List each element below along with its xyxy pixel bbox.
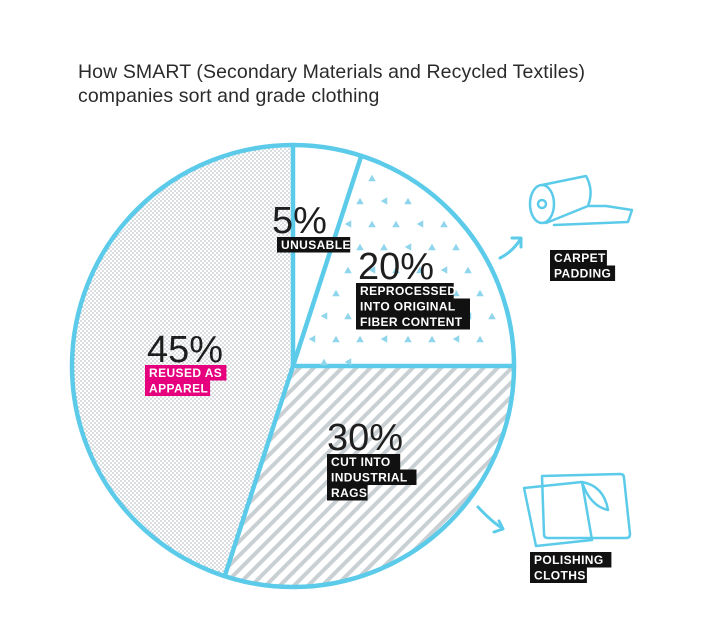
cloth-fold bbox=[580, 480, 610, 512]
category-label-20-percent-bg bbox=[356, 298, 470, 314]
output-label-1-text: POLISHING bbox=[534, 553, 604, 567]
triangle-texture-mark bbox=[440, 266, 448, 274]
triangle-texture-mark bbox=[368, 174, 376, 182]
percent-label-45-percent: 45% bbox=[147, 329, 223, 371]
category-label-20-percent-bg bbox=[356, 314, 470, 330]
cloth-back bbox=[540, 472, 632, 540]
triangle-texture-mark bbox=[488, 312, 496, 320]
triangle-texture-mark bbox=[356, 335, 364, 343]
triangle-texture-mark bbox=[380, 335, 388, 343]
folded-cloth-icon bbox=[522, 472, 632, 548]
category-label-45-percent-bg bbox=[145, 365, 227, 381]
triangle-texture-mark bbox=[380, 197, 388, 205]
category-label-30-percent-bg bbox=[327, 485, 368, 501]
cloth-front bbox=[522, 480, 594, 548]
category-label-20-percent-text: FIBER CONTENT bbox=[360, 315, 463, 329]
carpet-roll-core bbox=[536, 198, 548, 210]
pie-divider bbox=[290, 153, 364, 369]
output-label-0-text: CARPET bbox=[554, 251, 606, 265]
pie-divider bbox=[222, 363, 296, 579]
category-label-45-percent-text: APPAREL bbox=[149, 382, 208, 396]
category-label-20-percent-text: REPROCESSED bbox=[360, 284, 456, 298]
triangle-texture-mark bbox=[320, 358, 328, 366]
triangle-texture-mark bbox=[368, 220, 376, 228]
triangle-texture-mark bbox=[440, 220, 448, 228]
arrow-to-polishing-cloths bbox=[476, 505, 505, 534]
triangle-texture-mark bbox=[476, 289, 484, 297]
category-label-20-percent-text: INTO ORIGINAL bbox=[360, 300, 456, 314]
triangle-texture-mark bbox=[404, 243, 412, 251]
output-label-1-text: CLOTHS bbox=[534, 569, 586, 583]
percent-label-20-percent: 20% bbox=[358, 246, 434, 288]
triangle-texture-mark bbox=[452, 335, 460, 343]
triangle-texture-mark bbox=[332, 335, 340, 343]
triangle-texture-mark bbox=[356, 197, 364, 205]
triangle-texture-mark bbox=[452, 243, 460, 251]
chart-title: How SMART (Secondary Materials and Recyc… bbox=[78, 60, 698, 108]
category-label-30-percent-bg bbox=[327, 454, 401, 470]
triangle-texture-mark bbox=[344, 358, 352, 366]
category-label-30-percent-text: INDUSTRIAL bbox=[331, 471, 408, 485]
carpet-roll-flap bbox=[552, 204, 634, 227]
triangle-texture-mark bbox=[344, 312, 352, 320]
triangle-texture-mark bbox=[416, 266, 424, 274]
carpet-roll-end bbox=[528, 183, 556, 225]
triangle-texture-mark bbox=[368, 266, 376, 274]
output-label-1-bg bbox=[530, 552, 612, 568]
arrow-to-carpet-padding bbox=[498, 236, 523, 260]
output-label-0-text: PADDING bbox=[554, 267, 611, 281]
triangle-texture-mark bbox=[416, 220, 424, 228]
triangle-texture-mark bbox=[344, 266, 352, 274]
triangle-texture-mark bbox=[320, 312, 328, 320]
percent-label-30-percent: 30% bbox=[327, 417, 403, 459]
triangle-texture-mark bbox=[356, 243, 364, 251]
category-label-45-percent-text: REUSED AS bbox=[149, 366, 222, 380]
category-label-20-percent-bg bbox=[356, 283, 454, 299]
triangle-texture-mark bbox=[464, 266, 472, 274]
carpet-roll-body bbox=[540, 174, 592, 225]
triangle-texture-mark bbox=[476, 335, 484, 343]
triangle-texture-mark bbox=[404, 197, 412, 205]
category-label-5-percent-bg bbox=[277, 237, 351, 253]
carpet-roll-icon bbox=[528, 174, 634, 227]
triangle-texture-mark bbox=[332, 289, 340, 297]
output-label-0-bg bbox=[550, 250, 607, 266]
triangle-texture-mark bbox=[308, 335, 316, 343]
category-label-45-percent-bg bbox=[145, 380, 211, 396]
percent-label-5-percent: 5% bbox=[272, 200, 327, 242]
triangle-texture-mark bbox=[380, 243, 388, 251]
arrow-to-carpet-padding-line bbox=[498, 238, 522, 260]
chart-title-line-2: companies sort and grade clothing bbox=[78, 85, 380, 107]
triangle-texture-mark bbox=[428, 335, 436, 343]
chart-title-line-1: How SMART (Secondary Materials and Recyc… bbox=[78, 61, 586, 83]
triangle-texture-mark bbox=[344, 220, 352, 228]
pie-slice-45-percent bbox=[72, 145, 293, 577]
arrow-to-polishing-cloths-line bbox=[476, 505, 504, 530]
output-label-1-bg bbox=[530, 567, 587, 583]
triangle-texture-mark bbox=[392, 220, 400, 228]
category-label-30-percent-text: RAGS bbox=[331, 486, 367, 500]
category-label-30-percent-text: CUT INTO bbox=[331, 455, 391, 469]
triangle-texture-mark bbox=[404, 335, 412, 343]
triangle-texture-mark bbox=[392, 266, 400, 274]
triangle-texture-mark bbox=[452, 289, 460, 297]
arrow-to-polishing-cloths-head bbox=[492, 519, 505, 534]
triangle-texture-mark bbox=[428, 243, 436, 251]
category-label-30-percent-bg bbox=[327, 469, 417, 485]
category-label-5-percent-text: UNUSABLE bbox=[281, 238, 351, 252]
arrow-to-carpet-padding-head bbox=[510, 236, 523, 249]
output-label-0-bg bbox=[550, 265, 616, 281]
